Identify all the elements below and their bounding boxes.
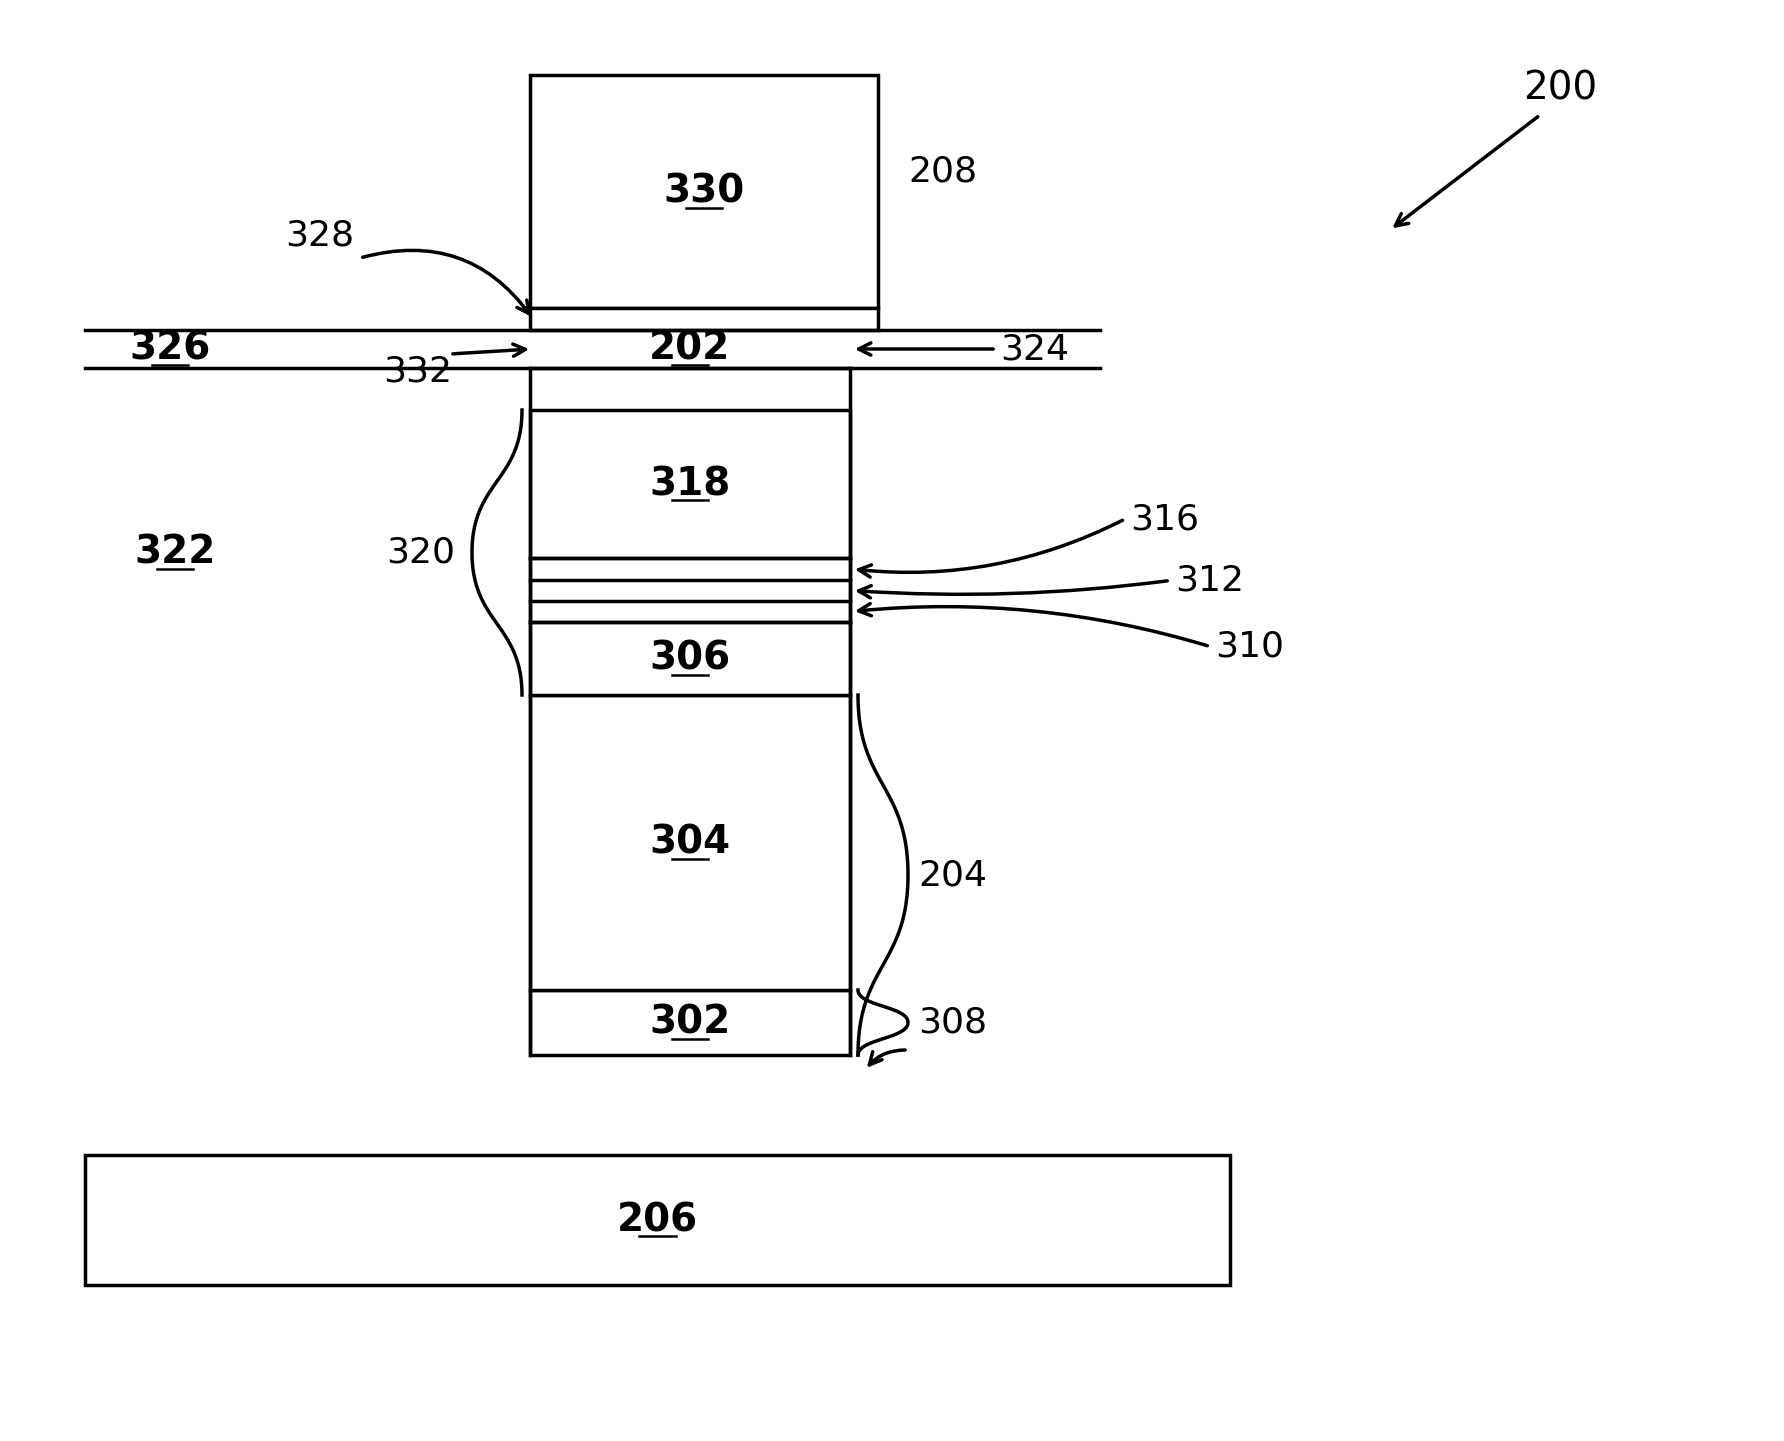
Bar [530,308,878,330]
Bar [530,623,849,695]
Text: 324: 324 [1001,331,1069,366]
Text: 304: 304 [649,823,731,862]
Text: 306: 306 [649,640,731,677]
Bar [530,75,878,308]
Text: 204: 204 [919,857,987,892]
Text: 322: 322 [134,533,216,572]
Bar [530,990,849,1055]
Text: 312: 312 [1176,563,1243,598]
Bar [530,411,849,558]
Text: 326: 326 [130,330,211,367]
Text: 320: 320 [385,536,455,569]
Bar [86,1156,1229,1285]
Text: 316: 316 [1129,501,1199,536]
Text: 318: 318 [649,465,731,503]
Text: 308: 308 [919,1006,987,1039]
Text: 200: 200 [1524,69,1597,107]
Text: 310: 310 [1215,630,1284,663]
Text: 328: 328 [285,218,355,252]
Text: 330: 330 [664,173,744,210]
Text: 202: 202 [649,330,731,367]
Text: 208: 208 [908,154,978,189]
Bar [530,695,849,990]
Text: 302: 302 [649,1003,731,1042]
Text: 206: 206 [617,1200,698,1239]
Text: 332: 332 [384,354,453,388]
